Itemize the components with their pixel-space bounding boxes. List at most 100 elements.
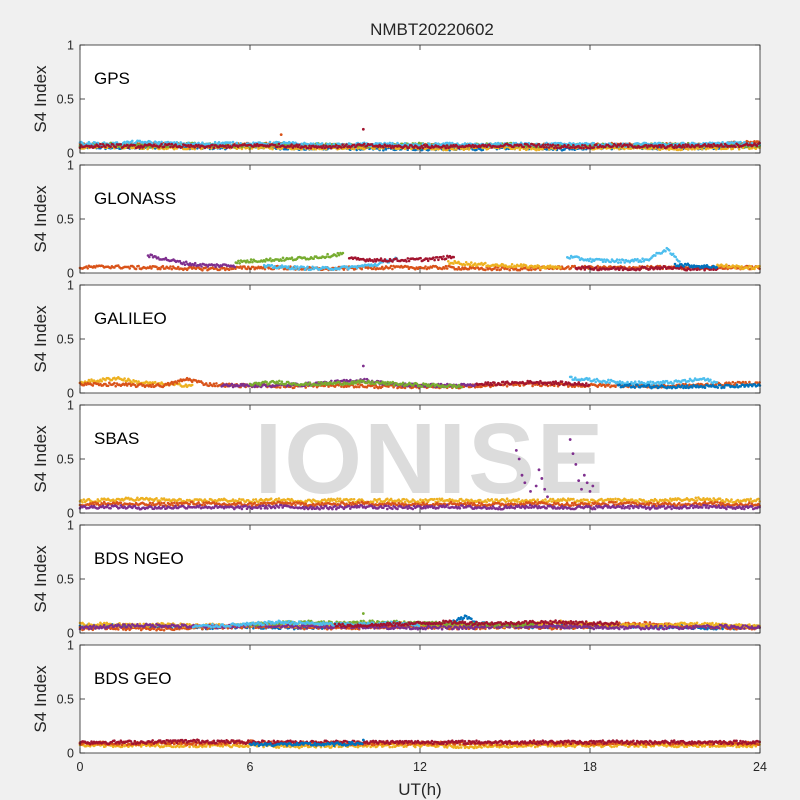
data-point bbox=[119, 143, 123, 146]
data-point bbox=[148, 255, 151, 259]
data-point bbox=[229, 141, 232, 144]
y-axis-label: S4 Index bbox=[31, 65, 50, 133]
data-point bbox=[519, 263, 523, 266]
data-point bbox=[444, 257, 448, 261]
data-point bbox=[268, 140, 272, 144]
data-point bbox=[531, 384, 534, 388]
data-point bbox=[654, 254, 657, 257]
data-point bbox=[419, 256, 422, 260]
data-point bbox=[153, 380, 157, 384]
data-point bbox=[432, 256, 435, 260]
data-point bbox=[292, 267, 295, 271]
data-point bbox=[281, 256, 285, 260]
data-point bbox=[352, 143, 356, 147]
data-point bbox=[629, 147, 633, 150]
data-point bbox=[238, 262, 241, 265]
data-point bbox=[306, 146, 310, 150]
data-point bbox=[683, 146, 686, 149]
data-point bbox=[542, 146, 546, 149]
data-point bbox=[211, 143, 214, 147]
data-point bbox=[249, 258, 253, 261]
data-point bbox=[555, 146, 559, 150]
data-point bbox=[740, 265, 743, 268]
data-point bbox=[379, 257, 383, 260]
plot-area bbox=[80, 45, 760, 153]
data-point bbox=[215, 382, 218, 385]
data-point bbox=[689, 268, 692, 272]
data-point bbox=[667, 148, 671, 151]
data-point bbox=[278, 386, 282, 389]
data-point bbox=[583, 268, 587, 271]
data-point bbox=[295, 143, 299, 146]
y-tick-label: 0.5 bbox=[57, 93, 74, 107]
data-point bbox=[407, 259, 411, 263]
data-point bbox=[674, 144, 677, 147]
data-point bbox=[169, 145, 172, 149]
data-point bbox=[287, 265, 290, 268]
data-point bbox=[298, 143, 301, 147]
data-point bbox=[739, 140, 742, 144]
data-point bbox=[640, 260, 643, 264]
data-point bbox=[664, 249, 667, 253]
data-point bbox=[190, 147, 194, 151]
data-point bbox=[454, 148, 458, 151]
data-point bbox=[452, 262, 455, 265]
data-point bbox=[240, 147, 244, 151]
data-point bbox=[513, 147, 517, 151]
data-point bbox=[435, 255, 439, 259]
data-point bbox=[188, 145, 191, 149]
data-point bbox=[384, 148, 388, 151]
data-point bbox=[734, 267, 737, 270]
data-point bbox=[169, 265, 172, 268]
data-point bbox=[556, 143, 560, 147]
data-point bbox=[125, 143, 129, 147]
outlier-point bbox=[361, 127, 365, 131]
data-point bbox=[373, 386, 376, 390]
data-point bbox=[671, 252, 675, 256]
data-point bbox=[695, 268, 699, 272]
data-point bbox=[567, 143, 570, 147]
data-point bbox=[644, 143, 648, 147]
data-point bbox=[128, 267, 131, 270]
data-point bbox=[537, 143, 541, 146]
plot-area bbox=[80, 285, 760, 393]
data-point bbox=[589, 257, 592, 261]
figure-title: NMBT20220602 bbox=[370, 20, 494, 39]
data-point bbox=[403, 147, 407, 151]
data-point bbox=[175, 381, 179, 385]
y-tick-label: 1 bbox=[67, 39, 74, 53]
data-point bbox=[114, 384, 117, 388]
constellation-label: GLONASS bbox=[94, 189, 176, 208]
data-point bbox=[131, 139, 134, 143]
data-point bbox=[276, 145, 279, 148]
data-point bbox=[308, 144, 311, 148]
data-point bbox=[437, 142, 440, 145]
data-point bbox=[623, 147, 626, 151]
data-point bbox=[758, 141, 761, 145]
data-point bbox=[213, 384, 217, 388]
data-point bbox=[672, 146, 676, 149]
data-point bbox=[424, 265, 427, 268]
data-point bbox=[312, 147, 315, 151]
data-point bbox=[445, 144, 449, 147]
data-point bbox=[322, 144, 325, 147]
data-point bbox=[99, 142, 102, 146]
data-point bbox=[622, 258, 625, 262]
data-point bbox=[527, 268, 531, 272]
data-point bbox=[310, 268, 313, 271]
data-point bbox=[325, 255, 328, 259]
data-point bbox=[237, 259, 240, 263]
data-point bbox=[100, 145, 103, 149]
data-point bbox=[704, 147, 708, 151]
data-point bbox=[452, 148, 455, 151]
data-point bbox=[406, 257, 410, 260]
data-point bbox=[248, 260, 252, 264]
data-point bbox=[341, 251, 345, 255]
data-point bbox=[725, 263, 728, 267]
data-point bbox=[326, 252, 329, 256]
data-point bbox=[452, 255, 456, 259]
